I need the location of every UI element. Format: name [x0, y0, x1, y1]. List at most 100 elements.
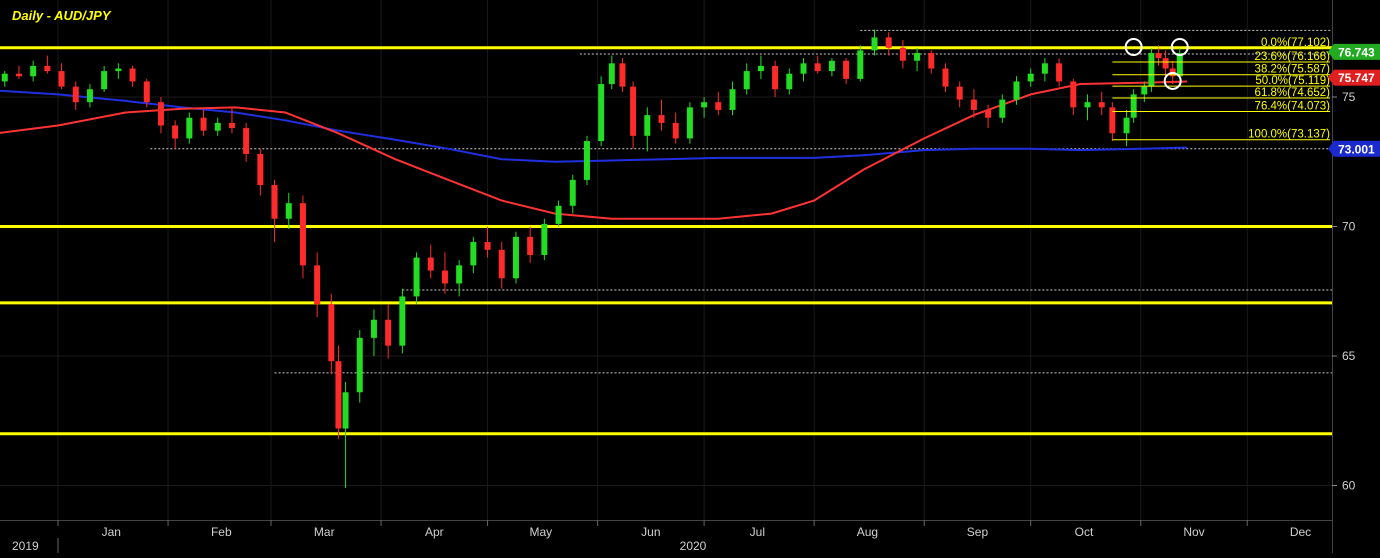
chart-title: Daily - AUD/JPY: [12, 8, 112, 23]
candle-body: [484, 242, 491, 250]
fib-label: 61.8%(74.652): [1255, 87, 1331, 99]
candle-body: [686, 107, 693, 139]
candle-body: [1084, 102, 1091, 108]
candle-body: [786, 73, 793, 90]
candle-body: [1130, 94, 1137, 118]
x-tick-label: Jan: [102, 525, 121, 539]
candle-body: [899, 47, 906, 61]
candle-body: [356, 337, 363, 393]
candle-body: [956, 86, 963, 100]
candle-body: [30, 65, 37, 77]
fib-label: 38.2%(75.587): [1255, 64, 1331, 76]
candle-body: [541, 223, 548, 255]
candle-body: [569, 179, 576, 206]
candle-body: [1176, 52, 1183, 77]
x-tick-label: Feb: [211, 525, 232, 539]
x-tick-label: Aug: [857, 525, 878, 539]
candle-body: [1148, 52, 1155, 87]
y-tick-label: 60: [1342, 479, 1356, 493]
candle-body: [44, 65, 51, 72]
candle-body: [172, 125, 179, 139]
candle-body: [857, 50, 864, 79]
candle-body: [985, 109, 992, 118]
x-tick-label: Mar: [314, 525, 335, 539]
x-tick-label: Oct: [1075, 525, 1094, 539]
candle-body: [314, 265, 321, 305]
candle-body: [1162, 58, 1169, 69]
candle-body: [385, 319, 392, 346]
candle-body: [243, 128, 250, 154]
candle-body: [285, 203, 292, 219]
price-badge: [1334, 43, 1380, 60]
candle-body: [1056, 63, 1063, 82]
candle-body: [800, 63, 807, 74]
candle-body: [228, 122, 235, 129]
candle-body: [885, 37, 892, 48]
candle-body: [715, 102, 722, 110]
candle-body: [928, 52, 935, 69]
candle-body: [498, 249, 505, 279]
moving-average-red-line: [0, 80, 1187, 220]
y-tick-label: 75: [1342, 90, 1356, 104]
candle-body: [413, 257, 420, 297]
candle-body: [828, 60, 835, 72]
candle-body: [115, 68, 122, 72]
candle-body: [271, 185, 278, 219]
x-tick-label: Jun: [641, 525, 660, 539]
candle-body: [729, 89, 736, 110]
y-tick-label: 65: [1342, 349, 1356, 363]
candle-body: [608, 63, 615, 85]
candle-body: [814, 63, 821, 72]
candle-body: [1098, 102, 1105, 108]
price-badge-label: 76.743: [1338, 45, 1375, 59]
x-tick-label: Dec: [1290, 525, 1311, 539]
price-badge-label: 75.747: [1338, 71, 1375, 85]
candle-body: [970, 99, 977, 110]
x-tick-label: Nov: [1183, 525, 1204, 539]
price-badge-arrow: [1328, 69, 1334, 86]
candle-body: [143, 81, 150, 103]
fib-label: 100.0%(73.137): [1248, 129, 1330, 141]
candle-body: [999, 99, 1006, 118]
x-tick-label: Apr: [425, 525, 444, 539]
candle-body: [186, 117, 193, 139]
candle-body: [672, 122, 679, 139]
candle-body: [101, 71, 108, 90]
candle-body: [1109, 107, 1116, 134]
price-badge-arrow: [1328, 43, 1334, 60]
candle-body: [1155, 52, 1162, 59]
fib-label: 76.4%(74.073): [1255, 101, 1331, 113]
candle-body: [15, 73, 22, 77]
candle-body: [743, 71, 750, 90]
candle-body: [427, 257, 434, 271]
candle-body: [1123, 117, 1130, 134]
highlight-circle: [1124, 38, 1143, 57]
candle-body: [630, 86, 637, 136]
price-badge: [1334, 69, 1380, 86]
candle-body: [644, 115, 651, 136]
candle-body: [555, 205, 562, 224]
candle-body: [1, 73, 8, 82]
candle-body: [1027, 73, 1034, 82]
x-year-label: 2019: [12, 539, 39, 553]
fib-label: 0.0%(77.102): [1261, 37, 1330, 49]
candle-body: [1141, 86, 1148, 95]
candle-body: [914, 52, 921, 61]
moving-average-blue-line: [0, 89, 1187, 163]
highlight-circle: [1170, 38, 1189, 57]
candle-body: [299, 203, 306, 266]
candle-body: [441, 270, 448, 284]
candle-body: [456, 265, 463, 284]
price-badge-arrow: [1328, 140, 1334, 157]
candle-body: [157, 102, 164, 126]
candle-body: [58, 71, 65, 87]
candle-body: [527, 236, 534, 255]
candle-body: [871, 37, 878, 51]
x-year-label: 2020: [680, 539, 707, 553]
candle-body: [942, 68, 949, 87]
candle-body: [200, 117, 207, 131]
candle-body: [370, 319, 377, 338]
candle-body: [701, 102, 708, 108]
candle-body: [512, 236, 519, 279]
